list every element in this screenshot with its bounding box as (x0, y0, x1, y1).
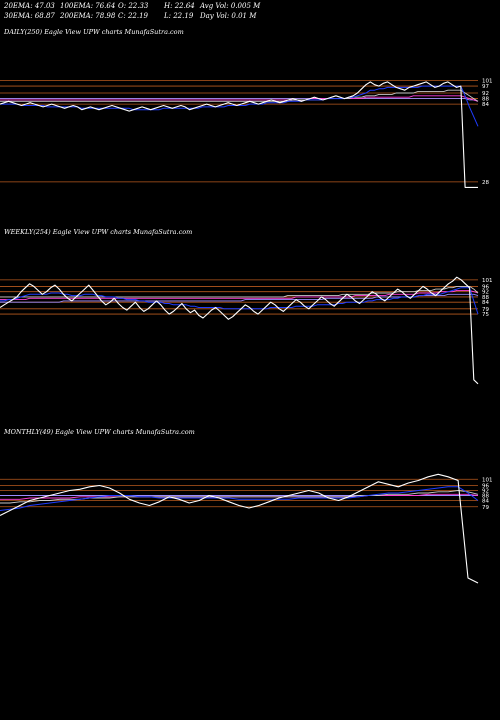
monthly-chart-title: MONTHLY(49) Eagle View UPW charts Munafa… (4, 428, 195, 436)
stat-100ema: 100EMA: 76.64 (60, 2, 116, 10)
monthly-chart-panel: MONTHLY(49) Eagle View UPW charts Munafa… (0, 428, 500, 628)
stat-day-volume: Day Vol: 0.01 M (200, 12, 257, 20)
series-line-ema-long (0, 293, 479, 303)
stat-high: H: 22.64 (164, 2, 195, 10)
level-label: 97 (482, 84, 489, 90)
series-line-ema-long (0, 98, 479, 102)
series-line-ema-fast (0, 287, 479, 315)
stat-low: L: 22.19 (164, 12, 194, 20)
series-line-ema-mid (0, 285, 479, 298)
series-line-price (0, 473, 479, 584)
level-label: 101 (482, 477, 493, 483)
stat-open: O: 22.33 (118, 2, 149, 10)
level-label: 92 (482, 290, 489, 296)
level-label: 75 (482, 312, 489, 318)
series-line-ema-mid (0, 89, 479, 102)
daily-chart-title: DAILY(250) Eagle View UPW charts MunafaS… (4, 28, 184, 36)
stat-30ema: 30EMA: 68.87 (4, 12, 55, 20)
level-label: 79 (482, 505, 489, 511)
series-line-ema-slow (0, 95, 479, 102)
stat-200ema: 200EMA: 78.98 (60, 12, 116, 20)
series-line-price (0, 276, 479, 385)
level-label: 84 (482, 300, 489, 306)
level-label: 88 (482, 494, 489, 500)
level-label: 28 (482, 180, 489, 186)
stat-avg-volume: Avg Vol: 0.005 M (200, 2, 261, 10)
level-label: 88 (482, 97, 489, 103)
level-label: 101 (482, 278, 493, 284)
level-label: 88 (482, 295, 489, 301)
level-label: 96 (482, 284, 489, 290)
level-label: 92 (482, 91, 489, 97)
level-label: 101 (482, 79, 493, 85)
stat-20ema: 20EMA: 47.03 (4, 2, 55, 10)
stat-close: C: 22.19 (118, 12, 148, 20)
series-line-ema-slow (0, 289, 479, 301)
level-label: 79 (482, 307, 489, 313)
series-line-price (0, 81, 478, 188)
daily-chart-panel: DAILY(250) Eagle View UPW charts MunafaS… (0, 28, 500, 228)
weekly-chart-title: WEEKLY(254) Eagle View UPW charts Munafa… (4, 228, 193, 236)
level-label: 92 (482, 489, 489, 495)
weekly-chart-panel: WEEKLY(254) Eagle View UPW charts Munafa… (0, 228, 500, 428)
level-label: 96 (482, 484, 489, 490)
stats-header: 20EMA: 47.03 100EMA: 76.64 O: 22.33 H: 2… (0, 0, 500, 22)
level-label: 84 (482, 102, 489, 108)
series-line-ema-fast (0, 486, 479, 511)
series-line-ema-fast (0, 85, 479, 127)
level-label: 84 (482, 499, 489, 505)
